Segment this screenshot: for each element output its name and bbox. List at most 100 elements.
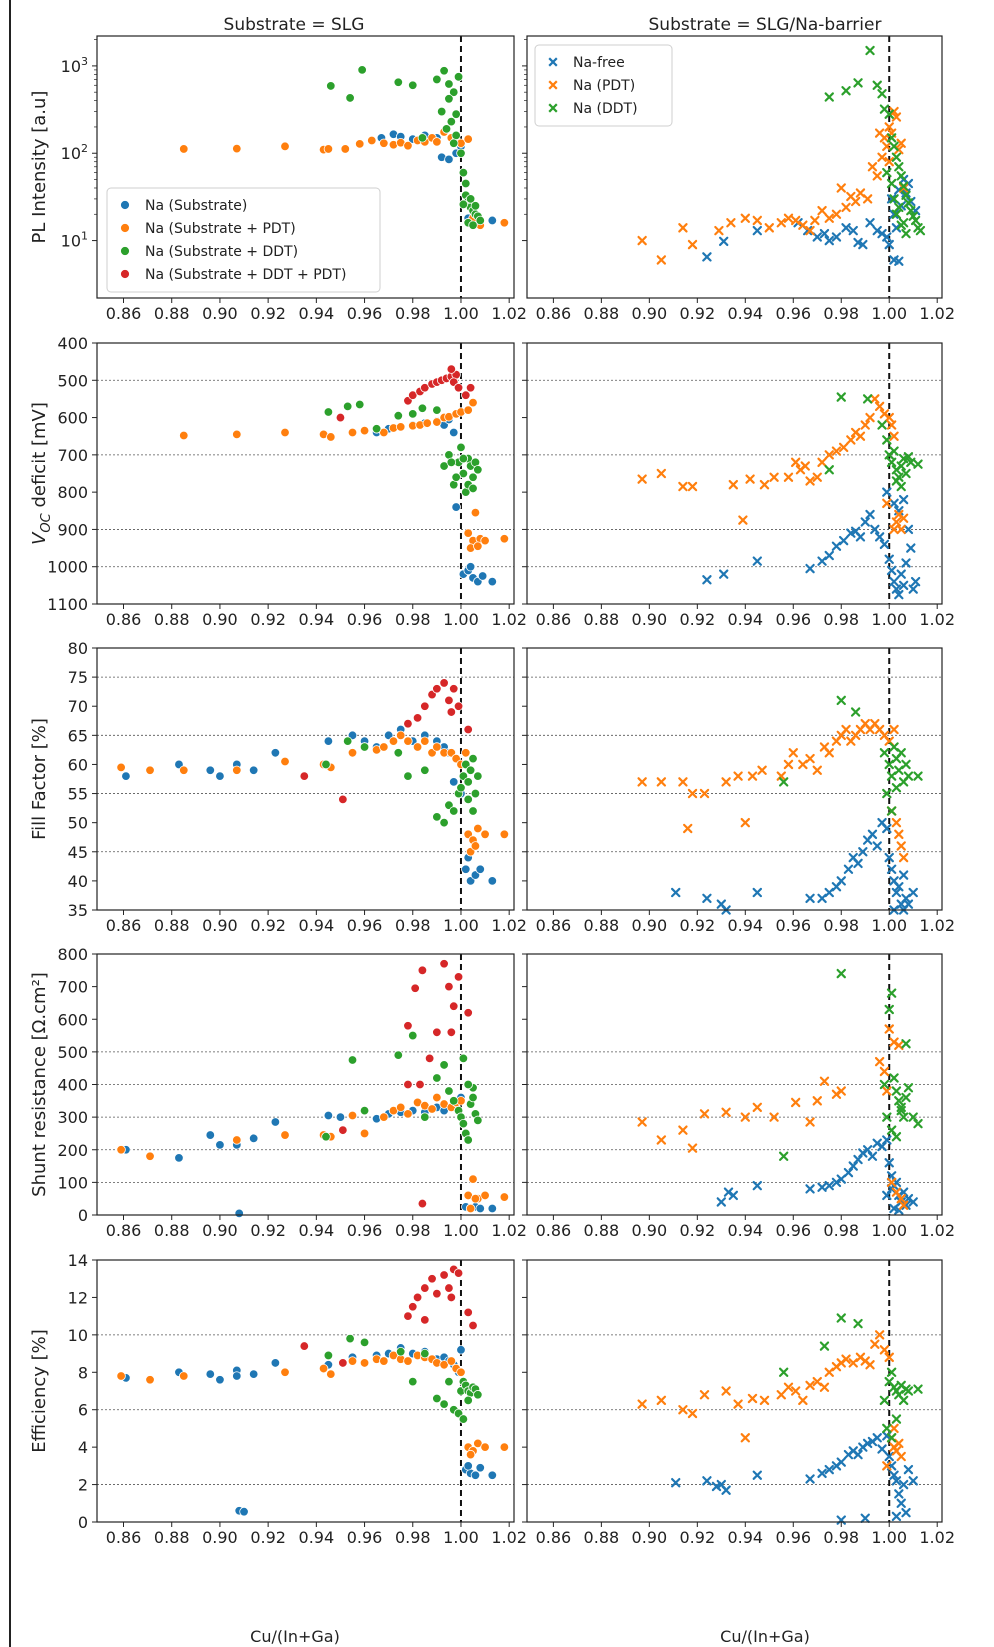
data-point bbox=[465, 194, 476, 204]
data-point bbox=[359, 1105, 370, 1116]
data-point bbox=[359, 1337, 370, 1348]
y-tick-label: 100 bbox=[57, 1173, 88, 1192]
data-point bbox=[812, 232, 822, 242]
data-point bbox=[215, 1375, 225, 1385]
data-point bbox=[891, 1476, 902, 1486]
data-point bbox=[441, 124, 452, 134]
data-point bbox=[913, 771, 923, 781]
data-point bbox=[898, 1112, 909, 1122]
data-point bbox=[901, 228, 911, 239]
x-tick-label: 0.88 bbox=[154, 304, 190, 323]
data-point bbox=[458, 1414, 469, 1424]
data-point bbox=[470, 841, 481, 851]
data-point bbox=[884, 239, 894, 250]
data-point bbox=[393, 1050, 404, 1060]
data-point bbox=[678, 1125, 688, 1135]
y-tick-label: 40 bbox=[68, 872, 88, 891]
x-tick-label: 0.92 bbox=[250, 1221, 286, 1240]
data-point bbox=[205, 765, 215, 775]
data-point bbox=[908, 1476, 918, 1486]
data-point bbox=[882, 788, 892, 799]
data-point bbox=[280, 141, 290, 152]
x-tick-label: 0.96 bbox=[347, 1528, 383, 1547]
data-point bbox=[891, 887, 902, 898]
legend-marker bbox=[120, 223, 130, 233]
data-point bbox=[468, 1092, 478, 1103]
data-point bbox=[270, 1117, 281, 1127]
x-tick-label: 0.98 bbox=[823, 916, 859, 935]
data-point bbox=[453, 972, 464, 982]
data-point bbox=[323, 736, 334, 746]
panel-5-right: 0.86 0.88 0.90 0.92 0.94 0.96 0.98 1.00 1.02 bbox=[522, 1259, 955, 1547]
data-point bbox=[776, 218, 786, 228]
x-tick-label: 0.88 bbox=[584, 1221, 620, 1240]
data-point bbox=[417, 965, 428, 976]
data-point bbox=[473, 771, 483, 781]
data-point bbox=[719, 236, 729, 247]
data-point bbox=[872, 171, 882, 181]
data-point bbox=[444, 981, 454, 992]
data-point bbox=[439, 817, 449, 828]
data-point bbox=[444, 79, 454, 89]
data-point bbox=[232, 1371, 242, 1381]
data-point bbox=[408, 1030, 418, 1041]
data-point bbox=[449, 427, 459, 438]
data-point bbox=[874, 1056, 885, 1067]
x-tick-label: 0.90 bbox=[202, 1528, 238, 1547]
x-tick-label: 0.98 bbox=[395, 916, 431, 935]
data-point bbox=[444, 1376, 454, 1387]
data-point bbox=[721, 1386, 731, 1396]
data-point bbox=[783, 472, 794, 482]
data-point bbox=[683, 823, 693, 834]
y-axis-label-rest: deficit [mV] bbox=[29, 402, 50, 513]
x-tick-label: 0.92 bbox=[680, 1528, 716, 1547]
data-point bbox=[432, 1073, 442, 1083]
data-point bbox=[817, 893, 827, 904]
data-point bbox=[449, 87, 459, 97]
data-point bbox=[886, 1367, 897, 1377]
data-point bbox=[853, 1154, 863, 1165]
panel-3-right: 0.86 0.88 0.90 0.92 0.94 0.96 0.98 1.00 1.02 bbox=[522, 647, 955, 935]
data-point bbox=[232, 429, 242, 440]
data-point bbox=[790, 457, 801, 468]
data-point bbox=[836, 1174, 846, 1184]
data-point bbox=[831, 541, 842, 551]
x-tick-label: 0.94 bbox=[727, 1221, 763, 1240]
data-point bbox=[896, 461, 906, 471]
data-point bbox=[456, 783, 466, 793]
data-point bbox=[824, 235, 834, 246]
data-point bbox=[862, 1145, 873, 1155]
data-point bbox=[444, 1086, 454, 1096]
data-point bbox=[872, 1433, 882, 1443]
x-tick-label: 1.00 bbox=[871, 610, 907, 629]
data-point bbox=[855, 431, 866, 441]
panel-1-right: 0.86 0.88 0.90 0.92 0.94 0.96 0.98 1.00 1.02 bbox=[522, 35, 955, 323]
data-point bbox=[776, 1390, 786, 1400]
data-point bbox=[432, 742, 442, 752]
data-point bbox=[906, 457, 916, 468]
data-point bbox=[805, 1380, 815, 1391]
data-point bbox=[408, 409, 418, 419]
data-points bbox=[637, 695, 923, 915]
data-point bbox=[901, 1039, 911, 1049]
data-point bbox=[901, 759, 911, 770]
y-tick-label: 500 bbox=[57, 371, 88, 390]
x-tick-label: 0.98 bbox=[395, 1221, 431, 1240]
data-point bbox=[656, 777, 667, 787]
data-point bbox=[179, 1371, 189, 1381]
y-axis-label: PL Intensity [a.u] bbox=[29, 91, 50, 244]
legend-frame bbox=[534, 44, 673, 127]
legend-frame bbox=[106, 187, 381, 293]
data-point bbox=[903, 1386, 914, 1396]
data-point bbox=[884, 852, 894, 863]
data-point bbox=[788, 748, 798, 758]
data-point bbox=[886, 133, 897, 143]
legend-marker bbox=[120, 246, 130, 256]
x-tick-label: 0.94 bbox=[727, 304, 763, 323]
x-tick-label: 0.94 bbox=[299, 1221, 335, 1240]
data-point bbox=[903, 771, 914, 781]
y-tick-label: 4 bbox=[78, 1438, 88, 1457]
data-point bbox=[326, 81, 336, 91]
data-point bbox=[894, 765, 904, 775]
